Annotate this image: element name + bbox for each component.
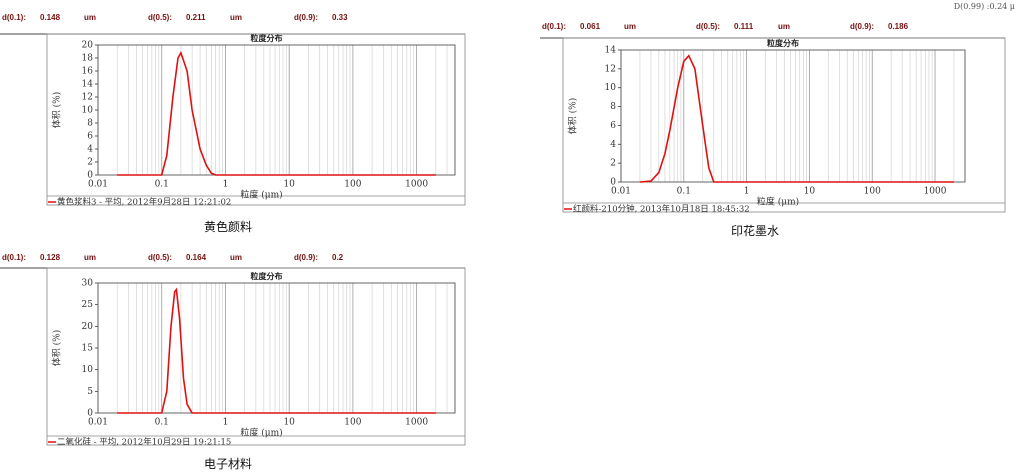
y-tick-label: 4 [87,145,93,155]
stat-label: d(0.1): [2,13,26,22]
stat-label: d(0.5): [696,22,720,31]
y-tick-label: 8 [87,119,93,129]
x-tick-label: 1 [223,418,229,428]
x-tick-label: 0.01 [611,187,631,197]
y-tick-label: 15 [82,344,94,354]
y-tick-label: 8 [610,102,616,112]
y-tick-label: 12 [605,64,616,74]
stat-label: d(0.1): [2,253,26,262]
chart-title: 粒度分布 [251,33,283,43]
stat-value: 0.33 [332,13,348,22]
y-tick-label: 10 [82,365,94,375]
y-tick-label: 2 [610,159,616,169]
x-tick-label: 0.01 [88,180,108,190]
y-tick-label: 4 [610,140,616,150]
y-tick-label: 14 [82,80,94,90]
y-tick-label: 25 [82,300,94,310]
note: D(0.99) :0.24 μ [954,2,1015,11]
x-axis-label: 粒度 (μm) [240,189,282,201]
caption: 印花墨水 [731,223,779,238]
stat-unit: um [778,22,790,31]
x-tick-label: 0.1 [155,418,169,428]
y-tick-label: 20 [82,322,94,332]
y-tick-label: 14 [605,46,617,56]
x-tick-label: 1 [223,180,229,190]
stat-label: d(0.9): [294,253,318,262]
stat-value: 0.2 [332,253,344,262]
stat-label: d(0.1): [542,22,566,31]
y-tick-label: 6 [610,121,616,131]
chart-title: 粒度分布 [251,271,283,281]
caption: 电子材料 [204,457,252,471]
stat-value: 0.211 [186,13,206,22]
x-tick-label: 0.1 [155,180,169,190]
y-tick-label: 20 [82,41,94,51]
stat-unit: um [624,22,636,31]
x-axis-label: 粒度 (μm) [757,196,799,208]
size-curve [117,50,436,176]
y-tick-label: 5 [87,387,93,397]
y-tick-label: 10 [82,106,94,116]
x-tick-label: 10 [283,180,295,190]
y-axis-label: 体积 (%) [51,330,63,366]
y-tick-label: 6 [87,132,93,142]
y-tick-label: 18 [82,54,94,64]
x-tick-label: 1000 [924,187,947,197]
stat-label: d(0.9): [850,22,874,31]
y-tick-label: 30 [82,279,94,289]
stat-label: d(0.5): [148,253,172,262]
legend-label: 二氧化硅 - 平均, 2012年10月29日 19:21:15 [57,437,231,448]
panel-frame [46,267,466,446]
x-tick-label: 100 [864,187,881,197]
x-axis-label: 粒度 (μm) [240,427,282,439]
stat-label: d(0.9): [294,13,318,22]
stat-unit: um [230,13,242,22]
y-tick-label: 2 [87,158,93,168]
y-axis-label: 体积 (%) [51,92,63,128]
size-curve [117,287,436,414]
y-tick-label: 16 [82,67,94,77]
caption: 黄色颜料 [204,219,252,234]
stat-unit: um [84,13,96,22]
stat-value: 0.128 [40,253,61,262]
x-tick-label: 1000 [405,418,428,428]
x-tick-label: 100 [344,418,361,428]
stat-value: 0.186 [888,22,909,31]
x-tick-label: 1 [744,187,750,197]
x-tick-label: 1000 [405,180,428,190]
y-tick-label: 10 [605,83,617,93]
stat-value: 0.111 [734,22,754,31]
y-axis-label: 体积 (%) [567,98,579,134]
x-tick-label: 0.01 [88,418,108,428]
stat-value: 0.164 [186,253,207,262]
x-tick-label: 10 [283,418,295,428]
y-tick-label: 0 [87,409,93,419]
legend-label: 黄色浆料3 - 平均, 2012年9月28日 12:21:02 [57,197,231,208]
stat-unit: um [84,253,96,262]
size-curve [639,54,954,183]
x-tick-label: 100 [344,180,361,190]
legend-label: 红颜料-210分钟, 2013年10月18日 18:45:32 [573,204,750,215]
x-tick-label: 0.1 [677,187,691,197]
stat-unit: um [230,253,242,262]
y-tick-label: 12 [82,93,93,103]
panel-frame [46,33,466,206]
y-tick-label: 0 [87,171,93,181]
stat-value: 0.148 [40,13,61,22]
stat-label: d(0.5): [148,13,172,22]
chart-title: 粒度分布 [767,38,799,48]
x-tick-label: 10 [804,187,816,197]
stat-value: 0.061 [580,22,601,31]
y-tick-label: 0 [610,178,616,188]
panel-frame [562,37,1006,213]
